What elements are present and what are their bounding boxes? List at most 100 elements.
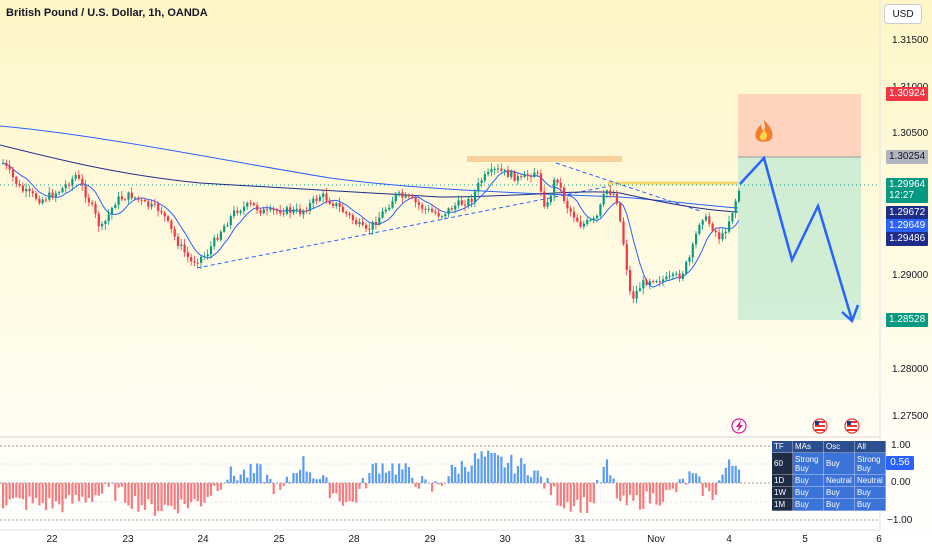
osc-bar xyxy=(424,479,427,483)
osc-bar xyxy=(163,483,166,505)
osc-bar xyxy=(629,483,632,495)
osc-bar xyxy=(678,479,681,483)
osc-bar xyxy=(530,477,533,483)
candle-body xyxy=(239,211,242,213)
us-flag-event-icon[interactable] xyxy=(812,418,828,434)
candle-body xyxy=(530,176,533,178)
candle-body xyxy=(322,193,325,197)
osc-axis-label: −1.00 xyxy=(887,515,913,526)
candle-body xyxy=(134,197,137,199)
resistance-zone[interactable] xyxy=(467,156,622,162)
osc-bar xyxy=(190,483,193,503)
candle-body xyxy=(724,231,727,234)
chart-title[interactable]: British Pound / U.S. Dollar, 1h, OANDA xyxy=(6,7,208,19)
candle-body xyxy=(365,224,368,229)
candle-body xyxy=(447,208,450,215)
candle-body xyxy=(35,193,38,199)
candle-body xyxy=(110,207,114,215)
osc-bar xyxy=(71,483,74,504)
candle-body xyxy=(381,211,384,218)
candle-body xyxy=(721,233,724,240)
candle-body xyxy=(708,216,711,224)
osc-bar xyxy=(200,483,203,507)
candle-body xyxy=(183,244,186,253)
candle-body xyxy=(358,221,361,225)
candle-body xyxy=(596,215,599,219)
osc-bar xyxy=(619,483,622,502)
date-axis-label: 5 xyxy=(802,534,808,545)
candle-body xyxy=(216,237,219,240)
candle-body xyxy=(41,199,44,204)
candle-body xyxy=(325,193,328,201)
candle-body xyxy=(104,220,107,225)
candle-body xyxy=(11,169,15,178)
osc-bar xyxy=(91,483,94,503)
candle-body xyxy=(279,210,282,214)
candle-body xyxy=(176,236,180,247)
candle-body xyxy=(378,217,381,225)
candle-body xyxy=(698,224,701,234)
osc-bar xyxy=(612,478,615,483)
candle-body xyxy=(503,169,506,171)
candle-body xyxy=(266,209,269,211)
candle-body xyxy=(539,173,543,192)
candle-body xyxy=(473,191,477,203)
osc-bar xyxy=(25,483,28,510)
osc-bar xyxy=(233,475,236,483)
osc-bar xyxy=(411,477,414,483)
projection-path[interactable] xyxy=(739,155,854,321)
osc-bar xyxy=(493,452,496,483)
osc-bar xyxy=(315,479,318,483)
candle-body xyxy=(394,193,397,202)
entry-price-tag: 1.30254 xyxy=(886,150,929,164)
osc-bar xyxy=(130,483,133,509)
candle-body xyxy=(302,210,305,215)
osc-bar xyxy=(269,479,272,483)
resistance-trendline[interactable] xyxy=(555,162,701,212)
candle-body xyxy=(497,168,500,170)
osc-bar xyxy=(196,483,199,502)
support-trendline[interactable] xyxy=(196,185,611,269)
candle-body xyxy=(411,196,414,198)
osc-bar xyxy=(143,483,147,510)
osc-bar xyxy=(223,482,226,484)
candle-body xyxy=(58,192,61,194)
candle-body xyxy=(163,212,166,217)
osc-bar xyxy=(213,483,216,486)
candle-body xyxy=(262,209,265,214)
candles-group[interactable] xyxy=(2,159,741,304)
candle-body xyxy=(285,207,288,214)
osc-bar xyxy=(391,463,394,483)
candle-body xyxy=(635,290,638,299)
candle-body xyxy=(328,200,331,204)
osc-bar xyxy=(440,483,444,486)
osc-bar xyxy=(398,463,401,483)
candle-body xyxy=(711,223,714,231)
candle-body xyxy=(500,168,503,171)
osc-bar xyxy=(671,483,675,489)
candle-body xyxy=(510,171,513,177)
candle-body xyxy=(77,175,81,179)
us-flag-event-icon-2[interactable] xyxy=(844,418,860,434)
osc-bar xyxy=(503,467,506,483)
osc-bar xyxy=(513,473,516,483)
osc-bar xyxy=(104,483,107,484)
osc-bar xyxy=(728,459,731,483)
osc-bar xyxy=(41,483,44,503)
candle-body xyxy=(440,216,444,218)
osc-bar xyxy=(388,470,391,483)
candle-body xyxy=(223,226,226,232)
earnings-event-icon[interactable] xyxy=(731,418,747,434)
candle-body xyxy=(526,174,529,177)
date-axis-label: Nov xyxy=(647,534,665,545)
candle-body xyxy=(289,207,292,213)
osc-bar xyxy=(64,483,67,499)
candle-body xyxy=(335,203,338,207)
take-profit-zone[interactable] xyxy=(738,157,861,320)
osc-bar xyxy=(249,463,252,483)
candle-body xyxy=(533,172,536,177)
candle-body xyxy=(256,205,259,211)
currency-button[interactable]: USD xyxy=(884,4,922,24)
osc-bar xyxy=(256,463,259,483)
